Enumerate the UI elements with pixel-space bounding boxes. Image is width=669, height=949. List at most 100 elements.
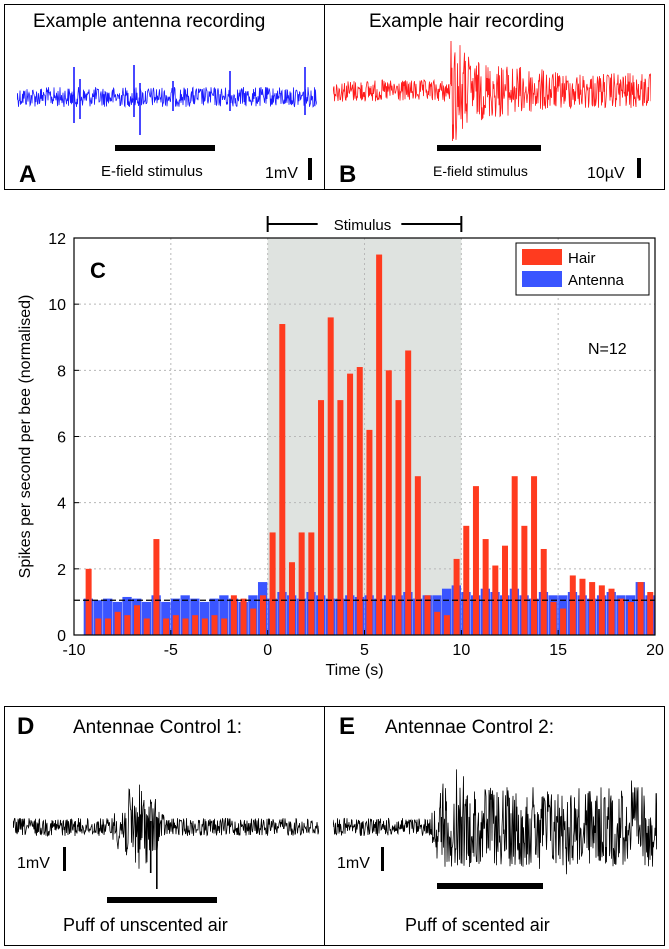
bar-hair: [221, 618, 228, 635]
bar-antenna: [141, 601, 152, 635]
bar-hair: [211, 615, 218, 635]
panel-a-scale: 1mV: [265, 165, 298, 182]
bar-antenna: [93, 600, 103, 635]
bar-hair: [453, 558, 460, 635]
bar-hair: [366, 429, 373, 635]
bar-hair: [598, 585, 605, 635]
bar-antenna: [441, 588, 452, 635]
hair-trace: [333, 41, 651, 141]
x-tick-label: 20: [646, 642, 664, 659]
scale-bar-d: [63, 847, 66, 871]
bar-hair: [560, 608, 567, 635]
bar-hair: [124, 615, 131, 635]
panel-d-caption: Puff of unscented air: [63, 915, 228, 935]
bar-hair: [511, 476, 518, 635]
y-tick-label: 4: [57, 496, 66, 513]
panel-b-scale: 10µV: [587, 165, 625, 182]
chart-c: -10 -5 0 5 10 15 20 0 2 4 6 8 10 12 Time (s) Spikes per…: [17, 216, 664, 679]
bar-hair: [376, 254, 383, 635]
bar-hair: [395, 400, 402, 635]
bar-hair: [95, 618, 102, 635]
bar-hair: [579, 578, 586, 635]
bar-hair: [550, 601, 557, 635]
bar-antenna: [103, 598, 113, 635]
panel-a-caption: E-field stimulus: [101, 163, 203, 180]
bar-hair: [230, 595, 237, 635]
bar-hair: [385, 370, 392, 635]
bar-hair: [279, 324, 286, 635]
bar-hair: [443, 615, 450, 635]
bar-hair: [540, 548, 547, 635]
x-axis-label: Time (s): [325, 662, 383, 679]
bar-hair: [356, 367, 363, 635]
bar-hair: [589, 582, 596, 635]
bar-hair: [327, 317, 334, 635]
hair-trace-line: [333, 41, 651, 141]
bar-antenna: [199, 601, 210, 635]
y-tick-label: 8: [57, 363, 66, 380]
y-axis-label: Spikes per second per bee (normalised): [17, 295, 34, 579]
y-tick-label: 6: [57, 430, 66, 447]
control2-trace-line: [333, 769, 657, 875]
bar-antenna: [161, 601, 171, 635]
bar-hair: [424, 595, 431, 635]
bar-hair: [163, 618, 170, 635]
panel-b-title: Example hair recording: [369, 11, 565, 32]
bar-hair: [269, 532, 276, 635]
bar-hair: [337, 400, 344, 635]
bar-hair: [153, 539, 160, 635]
bar-hair: [298, 532, 305, 635]
bar-hair: [637, 582, 644, 635]
scale-bar-a: [308, 158, 312, 180]
panel-c-label: C: [90, 258, 106, 283]
panel-e-label: E: [339, 713, 356, 740]
y-tick-label: 0: [57, 628, 66, 645]
panel-b: Example hair recording E-field stimulus …: [324, 4, 665, 190]
bar-hair: [134, 605, 141, 635]
panel-b-label: B: [339, 161, 357, 188]
bar-hair: [627, 601, 634, 635]
stimulus-bar-e: [437, 883, 543, 889]
x-tick-label: -10: [62, 642, 85, 659]
x-tick-label: 5: [360, 642, 369, 659]
panel-a-title: Example antenna recording: [33, 11, 266, 32]
bar-hair: [85, 568, 92, 635]
bar-hair: [502, 545, 509, 635]
bar-hair: [531, 476, 538, 635]
bar-hair: [463, 525, 470, 635]
bar-hair: [172, 615, 179, 635]
panel-d-label: D: [17, 713, 35, 740]
bar-hair: [182, 618, 189, 635]
x-tick-label: 15: [549, 642, 567, 659]
legend-label: Hair: [568, 250, 596, 267]
bar-hair: [347, 373, 354, 635]
x-tick-label: 0: [263, 642, 272, 659]
bar-hair: [104, 618, 111, 635]
bar-hair: [482, 539, 489, 635]
bar-hair: [250, 608, 257, 635]
bar-hair: [521, 525, 528, 635]
scale-bar-b: [637, 158, 641, 178]
stimulus-bar-b: [437, 145, 541, 151]
bar-hair: [259, 595, 266, 635]
panel-d-title: Antennae Control 1:: [73, 717, 243, 738]
bar-antenna: [180, 595, 190, 635]
y-tick-label: 2: [57, 562, 66, 579]
bar-hair: [569, 575, 576, 635]
bar-hair: [308, 532, 315, 635]
bar-hair: [201, 618, 208, 635]
bar-hair: [618, 598, 625, 635]
bar-hair: [192, 615, 199, 635]
panel-e-caption: Puff of scented air: [405, 915, 550, 935]
antenna-trace: [17, 65, 317, 135]
y-tick-label: 12: [48, 231, 66, 248]
legend-label: Antenna: [568, 272, 625, 289]
bar-hair: [405, 350, 412, 635]
bar-hair: [240, 598, 247, 635]
x-tick-label: -5: [164, 642, 178, 659]
bar-antenna: [219, 595, 229, 635]
bar-hair: [414, 476, 421, 635]
panel-e: E Antennae Control 2: 1mV Puff of scente…: [324, 706, 665, 946]
stimulus-label: Stimulus: [334, 217, 392, 234]
panel-e-title: Antennae Control 2:: [385, 717, 555, 738]
